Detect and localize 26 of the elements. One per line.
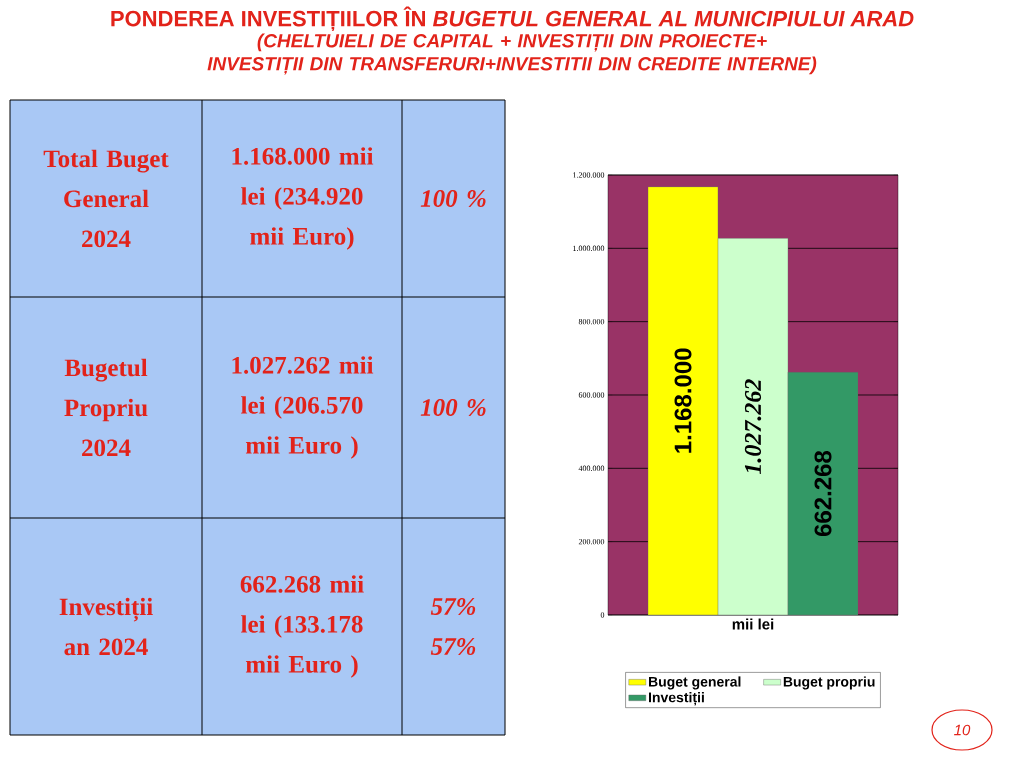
legend-label: Buget propriu — [783, 676, 875, 690]
text: Total Buget General 2024 — [43, 149, 169, 248]
text: 100 % — [420, 190, 486, 207]
y-tick-label: 600.000 — [578, 392, 605, 398]
y-tick-label: 1.000.000 — [573, 245, 605, 252]
text: 1.027.262 mii lei (206.570 mii Euro ) — [232, 356, 374, 459]
data-label: 662.268 — [814, 450, 832, 537]
text: 100 % — [420, 399, 486, 416]
y-tick-label: 400.000 — [578, 465, 605, 472]
data-label: 1.027.262 — [744, 379, 762, 475]
text: PONDEREA INVESTIȚIILOR ÎN BUGETUL GENERAL AL MUNICIPIULUI ARAD — [111, 6, 914, 32]
text: Bugetul Propriu 2024 — [64, 358, 148, 457]
legend-label: Investiții — [649, 692, 704, 706]
text: Investiții an 2024 — [59, 597, 153, 656]
text: 662.268 mii lei (133.178 mii Euro ) — [240, 575, 364, 678]
x-axis-title: mii lei — [732, 618, 774, 630]
legend-label: Buget general — [649, 676, 741, 690]
text: 10 — [954, 724, 971, 736]
text: 57% 57% — [430, 598, 476, 655]
data-label: 1.168.000 — [674, 348, 692, 453]
y-tick-label: 1.200.000 — [573, 172, 605, 178]
y-tick-label: 200.000 — [578, 538, 605, 545]
text: 1.168.000 mii lei (234.920 mii Euro) — [232, 147, 374, 250]
y-tick-label: 0 — [600, 612, 605, 618]
y-tick-label: 800.000 — [578, 318, 605, 325]
text: (CHELTUIELI DE CAPITAL + INVESTIȚII DIN PROIECTE+ INVESTIȚII DIN TRANSFERURI+INVESTITII DIN CREDITE INTERNE) — [207, 33, 817, 75]
